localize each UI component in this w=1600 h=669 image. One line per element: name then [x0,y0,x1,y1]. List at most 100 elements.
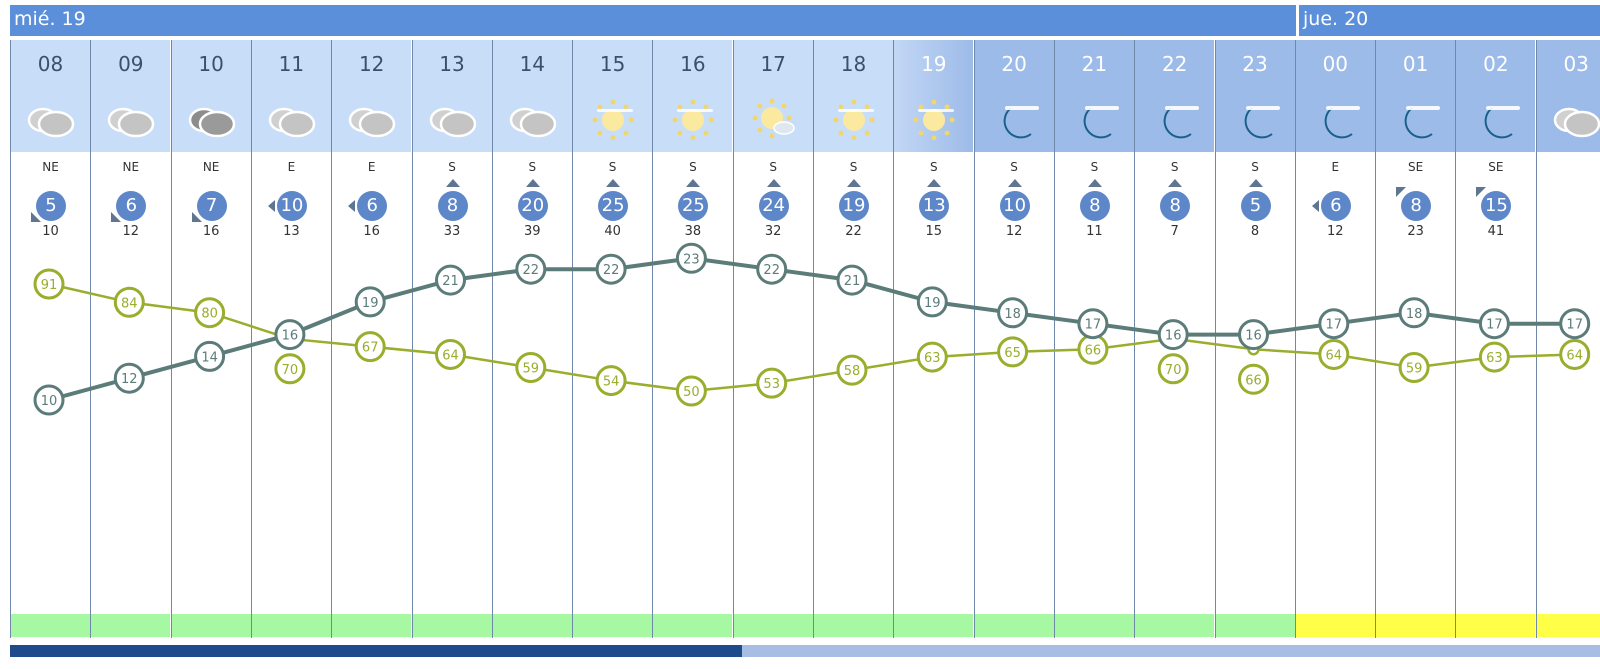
wind-direction: S [528,160,537,174]
hour-label: 03 [1563,52,1589,76]
wind-direction: S [1251,160,1259,174]
risk-level-bar [814,614,893,637]
wind-speed-badge: 24 [758,191,789,221]
wind-arrow-icon [348,200,356,212]
wind-direction: S [929,160,938,174]
hour-column-12: 12 E 6 16 [331,40,412,638]
hour-column-01: 01 SE 8 23 [1375,40,1456,638]
risk-level-bar [733,614,813,637]
wind-arrow-icon [1311,200,1319,212]
wind-speed-badge: 10 [276,191,307,221]
wind-direction: NE [42,160,59,174]
hour-label: 17 [760,52,786,76]
hour-header [1215,40,1295,152]
hour-label: 19 [921,52,947,76]
hour-column-16: 16 S 25 38 [652,40,733,638]
hour-label: 11 [278,52,305,76]
wind-gust: 11 [1086,224,1103,239]
risk-level-bar [91,614,171,637]
risk-level-bar [573,614,653,637]
hazy-sun-icon [672,99,714,140]
hour-header [733,40,813,152]
wind-direction: E [287,160,296,174]
risk-level-bar [1054,614,1134,637]
wind-gust: 12 [1005,224,1023,239]
hour-header [814,40,893,152]
wind-direction: S [608,160,617,174]
hour-header [1376,40,1456,152]
wind-gust: 7 [1170,224,1179,239]
hazy-moon-icon [1485,106,1521,139]
risk-level-bar [653,614,733,637]
wind-speed-badge: 20 [517,191,548,221]
hour-label: 00 [1322,52,1349,76]
wind-direction: S [1170,160,1179,174]
risk-level-bar [171,614,251,637]
wind-direction: S [689,160,697,174]
hour-header [573,40,653,152]
hour-column-18: 18 S 19 22 [813,40,893,638]
wind-arrow-icon [606,179,621,187]
cloudy-icon [268,107,316,138]
hour-column-17: 17 S 24 32 [732,40,813,638]
hour-column-22: 22 S 8 7 [1134,40,1215,638]
wind-arrow-icon [686,179,701,187]
cloudy-icon [429,107,476,138]
hour-header [894,40,974,152]
hour-column-21: 21 S 8 11 [1053,40,1134,638]
hour-column-14: 14 S 20 39 [491,40,572,638]
hour-label: 18 [840,52,867,76]
risk-level-bar [332,614,412,637]
hour-column-19: 19 S 13 15 [893,40,974,638]
hour-label: 12 [358,52,385,76]
hour-label: 15 [599,52,626,76]
wind-direction: S [769,160,777,174]
wind-speed-badge: 5 [36,191,66,221]
risk-level-bar [1536,614,1600,637]
hour-header [1295,40,1375,152]
wind-arrow-icon [927,179,942,187]
wind-gust: 16 [363,224,380,239]
wind-gust: 38 [684,224,702,239]
wind-direction: S [1090,160,1099,174]
wind-gust: 40 [604,224,621,239]
risk-level-bar [412,614,492,637]
hazy-moon-icon [1244,106,1280,139]
wind-arrow-icon [847,179,861,187]
wind-gust: 15 [925,224,943,239]
hour-label: 13 [439,52,465,76]
risk-level-bar [251,614,331,637]
wind-gust: 23 [1407,224,1424,239]
wind-speed-badge: 25 [598,191,629,221]
cloudy-icon [509,107,557,138]
wind-arrow-icon [1248,179,1263,187]
risk-level-bar [492,614,572,637]
wind-gust: 12 [122,224,140,239]
hour-header [1054,40,1134,152]
overcast-icon [188,107,235,138]
hour-label: 16 [680,52,706,76]
hour-label: 01 [1402,52,1429,76]
wind-gust: 33 [443,224,461,239]
wind-direction: E [1331,160,1340,174]
wind-speed-badge: 19 [839,191,869,221]
wind-gust: 41 [1487,224,1505,239]
hour-label: 08 [37,52,64,76]
hour-label: 22 [1161,52,1188,76]
hour-header [974,40,1054,152]
wind-gust: 32 [764,224,782,239]
hazy-moon-icon [1404,106,1441,139]
wind-direction: SE [1407,160,1424,174]
scrollbar-thumb[interactable] [10,645,742,657]
day-header-wed: mié. 19 [10,5,1296,36]
day-label: mié. 19 [14,8,86,30]
wind-speed-badge: 15 [1481,191,1512,221]
hour-column-00: 00 E 6 12 [1294,40,1375,638]
wind-arrow-icon [1007,179,1022,187]
wind-direction: E [367,160,376,174]
day-header-thu: jue. 20 [1297,5,1600,36]
hour-column-03: 03 [1535,40,1600,638]
hazy-moon-icon [1324,106,1360,139]
hazy-moon-icon [1163,106,1200,139]
hour-label: 21 [1081,52,1108,76]
